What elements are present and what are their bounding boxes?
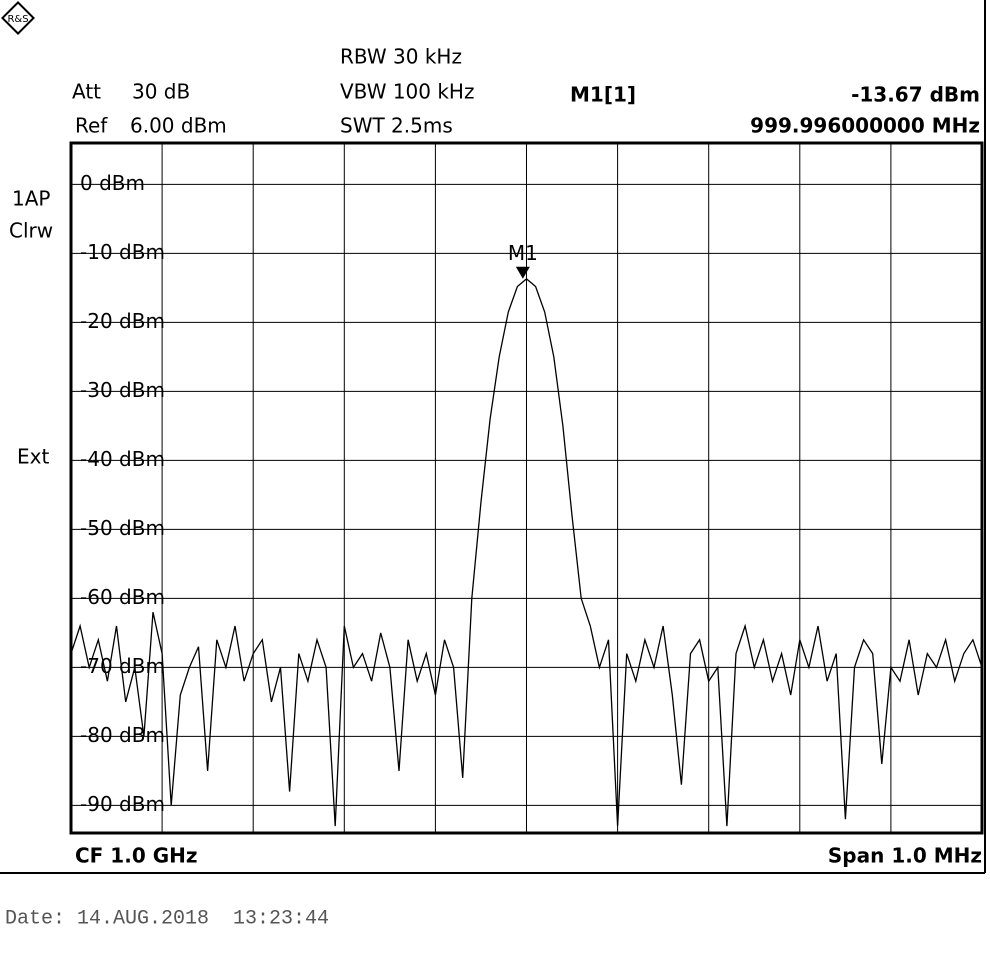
- y-tick-label: -90 dBm: [80, 792, 165, 816]
- span: Span 1.0 MHz: [828, 844, 982, 868]
- marker-label: M1: [508, 241, 538, 265]
- y-tick-label: 0 dBm: [80, 171, 145, 195]
- y-tick-label: -30 dBm: [80, 378, 165, 402]
- y-tick-label: -80 dBm: [80, 723, 165, 747]
- att: 30 dB: [132, 80, 190, 104]
- rbw: RBW 30 kHz: [340, 45, 462, 69]
- center-frequency: CF 1.0 GHz: [75, 844, 198, 868]
- date: Date: 14.AUG.2018 13:23:44: [5, 907, 329, 930]
- trace-mode: 1AP: [12, 187, 50, 211]
- att-label: Att: [72, 80, 101, 104]
- marker-frequency: 999.996000000 MHz: [750, 114, 980, 138]
- ref-label: Ref: [75, 114, 108, 138]
- marker-level: -13.67 dBm: [851, 83, 980, 107]
- marker-name: M1[1]: [570, 83, 636, 107]
- trigger: Ext: [17, 445, 49, 469]
- detector: Clrw: [9, 219, 53, 243]
- marker-triangle: [515, 266, 530, 279]
- y-tick-label: -60 dBm: [80, 585, 165, 609]
- y-tick-label: -40 dBm: [80, 447, 165, 471]
- y-tick-label: -20 dBm: [80, 309, 165, 333]
- logo: R&S: [1, 1, 35, 35]
- trace: [70, 278, 983, 827]
- vbw: VBW 100 kHz: [340, 80, 474, 104]
- swt: SWT 2.5ms: [340, 114, 453, 138]
- svg-text:R&S: R&S: [7, 14, 28, 25]
- ref: 6.00 dBm: [130, 114, 227, 138]
- y-tick-label: -10 dBm: [80, 240, 165, 264]
- y-tick-label: -50 dBm: [80, 516, 165, 540]
- plot-frame: [69, 141, 984, 835]
